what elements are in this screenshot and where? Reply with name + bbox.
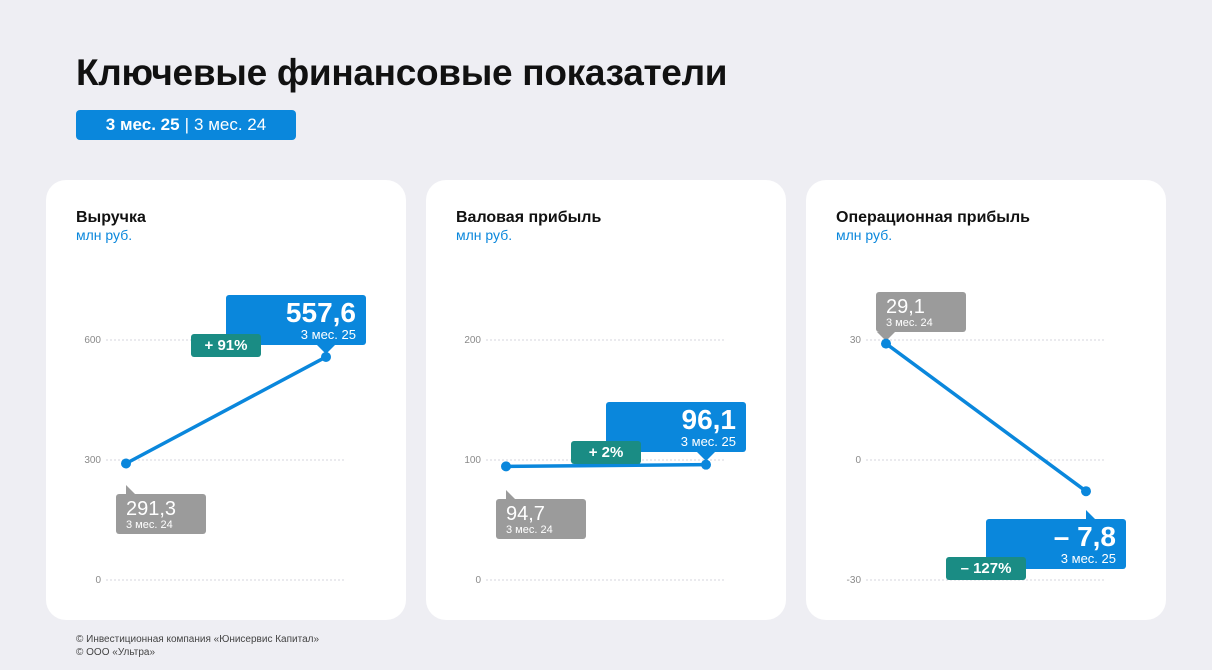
prev-value-callout-tail [506, 490, 515, 499]
prev-value-callout: 291,33 мес. 24 [116, 485, 206, 534]
y-tick-label: 600 [84, 335, 101, 346]
chart-title: Операционная прибыль [836, 209, 1030, 226]
y-tick-label: 30 [850, 335, 862, 346]
y-tick-label: 300 [84, 455, 101, 466]
gross-profit-card: Валовая прибыль млн руб. 0 100 200 94,7 3 ме… [426, 180, 786, 620]
cur-value-callout: 96,13 мес. 25 [606, 402, 746, 461]
footer-copyright-1: © Инвестиционная компания «Юнисервис Кап… [76, 634, 320, 645]
change-badge [571, 441, 641, 464]
prev-value-callout: 29,13 мес. 24 [876, 292, 966, 341]
footer-copyright-2: © ООО «Ультра» [76, 647, 156, 658]
prev-value-callout-box [876, 292, 966, 332]
data-point-prev [501, 461, 511, 472]
series-line [504, 462, 708, 469]
cur-value-callout-box [986, 519, 1126, 569]
y-tick-label: 100 [464, 455, 481, 466]
data-point-prev [881, 338, 891, 349]
cur-value-callout: 557,63 мес. 25 [226, 295, 366, 354]
y-tick-label: 0 [95, 575, 101, 586]
y-tick-label: 0 [855, 455, 861, 466]
chart-unit: млн руб. [456, 227, 513, 243]
prev-value-label: 29,1 [886, 296, 925, 318]
change-label: + 2% [589, 444, 624, 461]
data-point-cur [701, 459, 711, 470]
cur-value-callout-tail [697, 452, 715, 461]
chart-title: Выручка [76, 209, 146, 226]
cur-value-callout-box [226, 295, 366, 345]
chart-unit: млн руб. [836, 227, 893, 243]
prev-period-label: 3 мес. 24 [506, 524, 553, 536]
cur-value-label: 96,1 [682, 404, 737, 435]
prev-value-label: 291,3 [126, 498, 176, 520]
cur-value-callout: – 7,83 мес. 25 [986, 510, 1126, 569]
prev-value-callout-box [116, 494, 206, 534]
cur-period-label: 3 мес. 25 [681, 434, 736, 449]
chart-unit: млн руб. [76, 227, 133, 243]
y-tick-label: 200 [464, 335, 481, 346]
period-separator: | [184, 115, 190, 134]
cur-value-callout-tail [1086, 510, 1095, 519]
revenue-card: Выручка млн руб. 0 300 600 291,3 3 мес. 24 55… [46, 180, 406, 620]
series-line [124, 355, 328, 466]
prev-period-label: 3 мес. 24 [126, 519, 173, 531]
prev-period-label: 3 мес. 24 [886, 317, 933, 329]
prev-value-callout-box [496, 499, 586, 539]
cur-value-callout-box [606, 402, 746, 452]
data-point-cur [1081, 486, 1091, 497]
prev-value-callout-tail [126, 485, 135, 494]
data-point-cur [321, 351, 331, 362]
period-previous-label: 3 мес. 24 [194, 115, 267, 134]
change-label: – 127% [961, 560, 1012, 577]
cur-value-label: – 7,8 [1054, 521, 1116, 552]
cur-period-label: 3 мес. 25 [1061, 551, 1116, 566]
operating-profit-card: Операционная прибыль млн руб. -30 0 30 29,1… [806, 180, 1166, 620]
footer: © Инвестиционная компания «Юнисервис Кап… [76, 633, 319, 659]
period-current-label: 3 мес. 25 [105, 115, 180, 134]
y-tick-label: 0 [475, 575, 481, 586]
series-line [884, 341, 1088, 493]
period-legend-badge: 3 мес. 25 | 3 мес. 24 [76, 110, 296, 140]
prev-value-callout-tail [877, 332, 895, 341]
change-badge [191, 334, 261, 357]
cur-period-label: 3 мес. 25 [301, 327, 356, 342]
page-title: Ключевые финансовые показатели [76, 52, 728, 93]
cur-value-label: 557,6 [286, 297, 356, 328]
chart-title: Валовая прибыль [456, 209, 602, 226]
prev-value-callout: 94,73 мес. 24 [496, 490, 586, 539]
data-point-prev [121, 458, 131, 469]
change-badge [946, 557, 1026, 580]
y-tick-label: -30 [847, 575, 862, 586]
change-label: + 91% [205, 337, 248, 354]
cur-value-callout-tail [317, 345, 335, 354]
prev-value-label: 94,7 [506, 503, 545, 525]
